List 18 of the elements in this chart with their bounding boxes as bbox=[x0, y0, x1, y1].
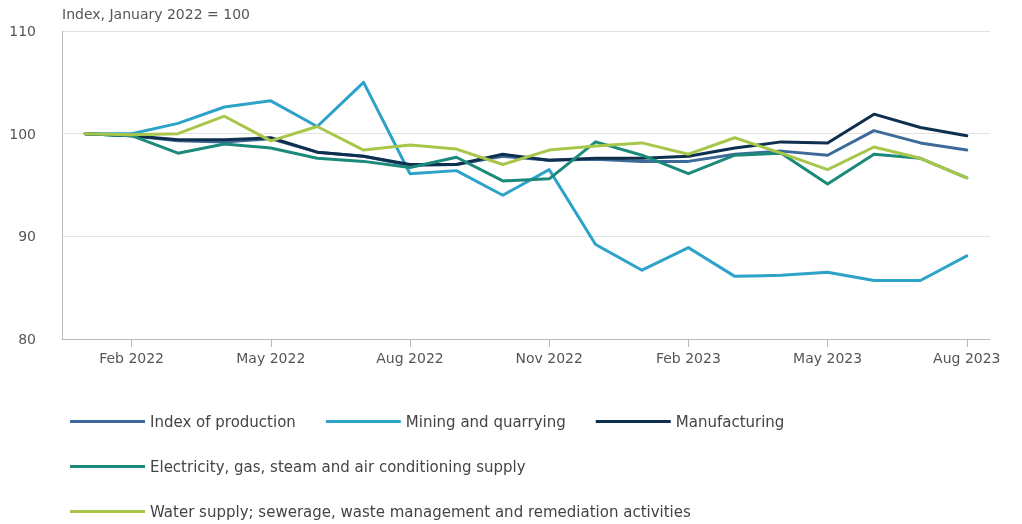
x-tick-label: Nov 2022 bbox=[515, 350, 583, 366]
y-axis-title: Index, January 2022 = 100 bbox=[62, 6, 250, 22]
x-tick-label: Feb 2022 bbox=[99, 350, 165, 366]
x-tick-label: Aug 2022 bbox=[376, 350, 444, 366]
x-tick-label: May 2022 bbox=[236, 350, 306, 366]
y-tick-label: 110 bbox=[9, 23, 36, 39]
x-tick-label: May 2023 bbox=[793, 350, 863, 366]
y-tick-label: 80 bbox=[18, 331, 36, 347]
legend-label: Electricity, gas, steam and air conditioning supply bbox=[150, 457, 526, 476]
y-tick-label: 100 bbox=[9, 125, 36, 142]
legend-label: Index of production bbox=[150, 412, 296, 431]
legend-label: Mining and quarrying bbox=[405, 412, 566, 431]
line-series bbox=[83, 114, 969, 180]
legend-label: Manufacturing bbox=[675, 412, 785, 431]
legend-label: Water supply; sewerage, waste management and remediation activities bbox=[150, 502, 692, 521]
x-tick-label: Feb 2023 bbox=[655, 350, 721, 366]
y-tick-label: 90 bbox=[18, 228, 36, 245]
x-tick-label: Aug 2023 bbox=[933, 350, 1001, 366]
